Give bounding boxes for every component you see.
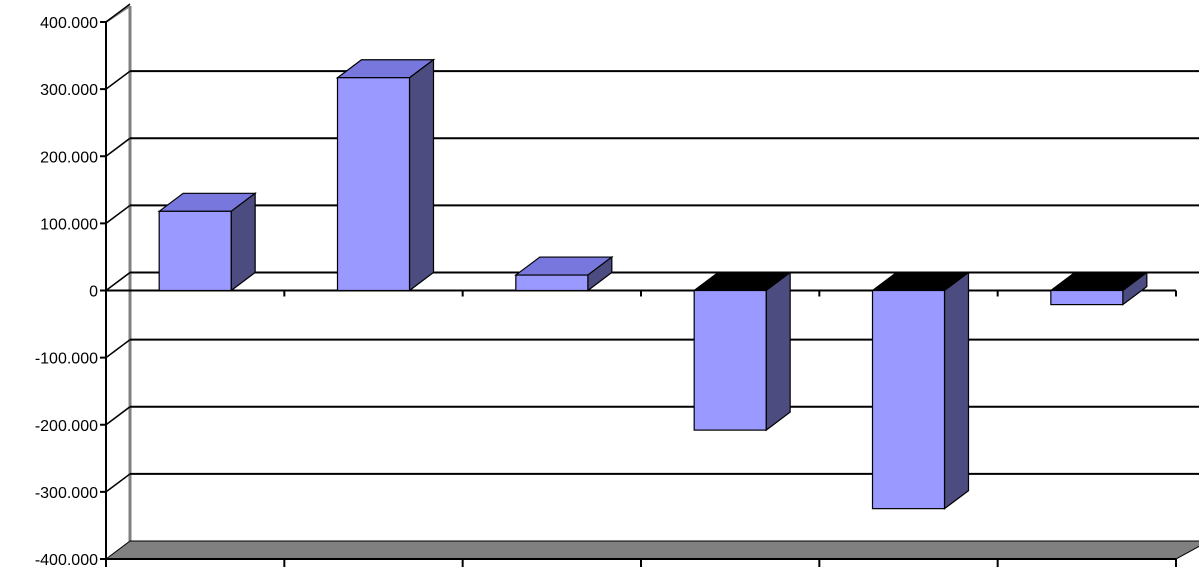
gridlines [105,3,1199,493]
bars [157,58,1149,510]
bar [157,192,257,292]
y-tick-labels: 400.000 300.000 200.000 100.000 0 -100.000 -20… [35,15,98,568]
bar [870,271,971,510]
bar-side [408,58,435,292]
axes [100,21,1177,567]
y-tick-label: 300.000 [40,82,98,99]
y-tick-label: -200.000 [35,418,98,435]
y-tick-label: 0 [89,284,98,301]
bar-side [943,271,970,510]
gridline-side [105,271,131,292]
gridline-side [105,339,131,359]
bar [1049,271,1149,306]
gridline-side [105,70,131,90]
y-tick-label: -400.000 [35,552,98,568]
y-tick-label: 400.000 [40,15,98,32]
bar-side [765,271,791,432]
bar-front [693,289,767,431]
bar [692,271,792,432]
bar-front [336,77,411,292]
gridline-side [105,137,131,157]
bar-front [1050,289,1124,306]
bar [335,58,436,292]
y-tick-label: -300.000 [35,485,98,502]
gridline-side [105,204,131,224]
gridline-side [105,3,131,23]
y-tick-label: -100.000 [35,351,98,368]
chart-floor [104,540,1199,560]
floor-panel [104,540,1199,560]
bar [514,255,614,292]
bar-front [515,274,589,292]
bar-side [230,192,256,292]
bar-front [871,289,946,510]
bar-front [158,210,232,292]
y-tick-label: 200.000 [40,149,98,166]
gridline-side [105,406,131,426]
y-tick-label: 100.000 [40,216,98,233]
gridline-side [105,473,131,493]
